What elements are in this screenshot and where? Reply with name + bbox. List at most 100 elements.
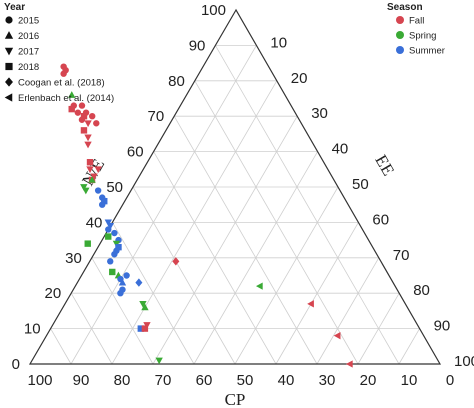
data-point-fall xyxy=(86,166,94,174)
data-point-spring xyxy=(141,303,149,311)
tick-label-ee: 100 xyxy=(454,353,474,370)
tick-label-ne: 50 xyxy=(106,179,123,196)
tick-label-ee: 10 xyxy=(270,34,287,51)
data-point-fall xyxy=(60,70,67,77)
tick-label-ee: 40 xyxy=(332,141,349,158)
legend-marker-circle xyxy=(5,16,13,24)
data-point-fall xyxy=(333,332,341,340)
data-point-fall xyxy=(84,134,92,142)
tick-label-ee: 60 xyxy=(372,211,389,228)
triangle-frame xyxy=(28,8,442,365)
data-point-fall xyxy=(68,105,75,113)
grid-lines xyxy=(50,45,420,365)
legend-year-label: 2015 xyxy=(18,16,39,27)
data-point-spring xyxy=(84,240,91,247)
legend-marker-diamond xyxy=(5,77,13,87)
axis-title-cp: CP xyxy=(225,390,246,408)
data-point-summer xyxy=(105,226,112,233)
tick-label-cp: 50 xyxy=(237,372,254,389)
data-point-summer xyxy=(107,258,114,265)
grid-line-cp xyxy=(112,222,195,365)
data-points xyxy=(60,63,353,368)
tick-label-cp: 100 xyxy=(27,372,52,389)
tick-label-cp: 80 xyxy=(114,372,131,389)
data-point-summer xyxy=(135,278,143,287)
data-point-fall xyxy=(345,360,353,368)
data-point-summer xyxy=(123,272,130,279)
grid-line-ee xyxy=(316,257,380,365)
data-point-summer xyxy=(94,187,102,194)
legend-marker-spring xyxy=(396,31,404,39)
legend-year-label: Erlenbach et al. (2014) xyxy=(18,93,114,104)
legend-marker-fall xyxy=(396,16,404,24)
data-point-fall xyxy=(172,257,180,266)
tick-label-cp: 10 xyxy=(401,372,418,389)
grid-line-cp xyxy=(50,328,72,365)
tick-label-ne: 100 xyxy=(201,2,226,19)
grid-line-ee xyxy=(70,45,257,365)
legend-season: Season Fall Spring Summer xyxy=(387,2,445,57)
legend-marker-triangle-down xyxy=(4,47,14,56)
data-point-summer xyxy=(137,325,144,332)
tick-label-cp: 20 xyxy=(360,372,377,389)
data-point-summer xyxy=(101,197,108,205)
data-point-spring xyxy=(139,300,147,308)
grid-line-ee xyxy=(152,115,298,365)
tick-label-ne: 30 xyxy=(65,250,82,267)
data-point-fall xyxy=(93,120,100,127)
data-point-fall xyxy=(80,113,88,120)
data-point-fall xyxy=(86,159,94,166)
data-point-fall xyxy=(94,166,102,174)
legend-year-title: Year xyxy=(4,2,25,13)
tick-label-ee: 80 xyxy=(413,282,430,299)
data-point-summer xyxy=(111,229,118,237)
tick-label-cp: 0 xyxy=(446,372,454,389)
tick-labels: 0 10 20 30 40 50 60 70 80 90 100 10 20 30 40 50 60 70 80 90… xyxy=(12,2,474,389)
legend-year-label: 2017 xyxy=(18,47,39,58)
tick-label-ee: 70 xyxy=(393,247,410,264)
tick-label-ee: 90 xyxy=(434,318,451,335)
tick-label-ne: 20 xyxy=(45,285,62,302)
data-point-spring xyxy=(80,184,88,191)
data-point-fall xyxy=(89,113,96,120)
tick-label-ne: 60 xyxy=(127,144,144,161)
data-point-spring xyxy=(105,233,112,240)
grid-line-cp xyxy=(215,45,400,365)
data-point-fall xyxy=(74,109,82,116)
tick-label-ne: 80 xyxy=(168,73,185,90)
tick-label-cp: 40 xyxy=(278,372,295,389)
grid-line-ee xyxy=(234,186,339,365)
tick-label-ne: 10 xyxy=(24,321,41,338)
data-point-fall xyxy=(141,325,149,332)
tick-label-ne: 70 xyxy=(148,108,165,125)
tick-label-ee: 30 xyxy=(311,105,328,122)
legend-season-label: Summer xyxy=(409,46,445,57)
legend-season-label: Fall xyxy=(409,16,424,27)
tick-label-ee: 20 xyxy=(291,70,308,87)
tick-label-cp: 70 xyxy=(155,372,172,389)
grid-line-cp xyxy=(91,257,154,365)
tick-label-cp: 90 xyxy=(73,372,90,389)
grid-line-ee xyxy=(398,328,420,365)
legend-marker-triangle-up xyxy=(4,31,14,39)
grid-line-ee xyxy=(275,222,359,365)
data-point-fall xyxy=(78,116,86,123)
legend-season-label: Spring xyxy=(409,31,436,42)
data-point-spring xyxy=(109,268,116,276)
data-point-summer xyxy=(111,251,118,258)
tick-label-cp: 30 xyxy=(319,372,336,389)
legend-year-label: 2018 xyxy=(18,62,39,73)
data-point-fall xyxy=(84,120,92,128)
data-point-spring xyxy=(88,176,96,183)
legend-marker-summer xyxy=(396,46,404,54)
legend-year-label: Coogan et al. (2018) xyxy=(18,78,105,89)
data-point-summer xyxy=(106,223,115,230)
tick-label-cp: 60 xyxy=(196,372,213,389)
legend-marker-square xyxy=(5,62,13,71)
tick-label-ne: 90 xyxy=(189,37,206,54)
legend-season-title: Season xyxy=(387,2,423,13)
tick-label-ee: 50 xyxy=(352,176,369,193)
data-point-fall xyxy=(80,127,88,134)
axis-title-ne: N/E xyxy=(78,156,108,189)
